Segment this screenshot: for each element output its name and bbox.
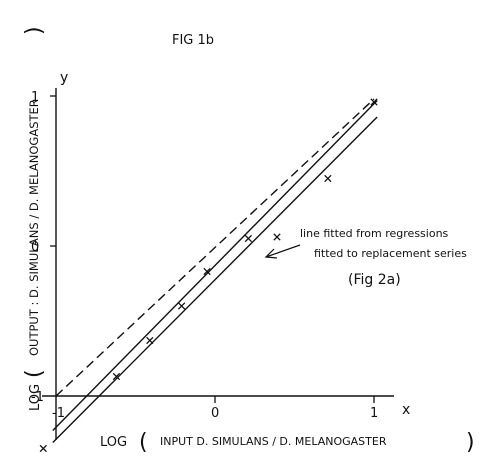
annotation-arrowhead: [264, 248, 278, 259]
series-line-0: [55, 98, 375, 397]
data-point-2: [146, 336, 154, 345]
data-point-8: [370, 98, 378, 106]
annotation-arrow-shaft: [265, 244, 301, 258]
x-tick-label-1: 0: [211, 406, 219, 421]
annotation-line-3: (Fig 2a): [348, 272, 401, 288]
x-axis-label-body: INPUT D. SIMULANS / D. MELANOGASTER: [160, 435, 387, 448]
figure-label: FIG 1b: [172, 33, 214, 48]
y-axis-label-close-paren: ): [22, 26, 47, 35]
data-point-3: [177, 302, 186, 310]
data-point-7: [324, 174, 332, 183]
x-axis-label-open-paren: (: [139, 430, 148, 455]
annotation-line-2: fitted to replacement series: [314, 247, 467, 260]
data-point-5: [244, 234, 253, 243]
annotation: line fitted from regressions fitted to r…: [264, 227, 467, 288]
x-axis-label-close-paren: ): [466, 430, 475, 455]
y-axis-label-open-paren: (: [22, 369, 47, 378]
data-point-1: [112, 372, 121, 381]
x-axis-label-prefix: LOG: [100, 435, 127, 450]
fitted-lines-layer: [52, 98, 378, 443]
series-line-2: [52, 116, 378, 443]
data-point-0: [39, 444, 47, 453]
y-axis-label-prefix: LOG: [28, 384, 43, 411]
y-axis-label-body: OUTPUT : D. SIMULANS / D. MELANOGASTER: [27, 99, 41, 356]
y-tick-label-0: -1: [31, 390, 44, 405]
x-axis-label: LOG ( INPUT D. SIMULANS / D. MELANOGASTE…: [100, 430, 475, 455]
y-axis-label: LOG ( OUTPUT : D. SIMULANS / D. MELANOGA…: [22, 26, 47, 411]
x-axis-symbol: x: [402, 402, 410, 418]
data-points-layer: [39, 98, 378, 453]
series-line-1: [52, 100, 378, 431]
x-tick-label-0: -1: [52, 406, 65, 421]
data-point-6: [273, 233, 281, 241]
ticks-layer: -1 0 1 -1 0 1: [31, 90, 378, 421]
y-axis-symbol: y: [60, 70, 68, 86]
data-point-4: [203, 267, 211, 276]
y-tick-label-2: 1: [31, 90, 39, 105]
y-tick-label-1: 0: [31, 240, 39, 255]
x-tick-label-2: 1: [370, 406, 378, 421]
annotation-line-1: line fitted from regressions: [300, 227, 449, 240]
